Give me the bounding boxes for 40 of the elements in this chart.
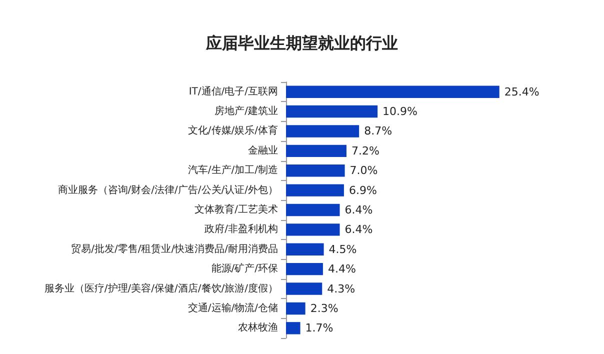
y-tick-label: 房地产/建筑业 (214, 105, 278, 118)
chart-title: 应届毕业生期望就业的行业 (205, 34, 398, 52)
data-label: 4.5% (328, 242, 357, 256)
y-tick-label: 汽车/生产/加工/制造 (188, 164, 278, 176)
y-tick-label: 农林牧渔 (238, 322, 278, 334)
y-tick-label: 政府/非盈利机构 (204, 223, 278, 236)
bar (286, 302, 306, 315)
data-label: 6.4% (344, 223, 373, 236)
bar (286, 282, 322, 295)
bar (286, 224, 340, 236)
data-label: 2.3% (310, 302, 338, 315)
data-label: 8.7% (364, 124, 392, 138)
y-tick-label: 金融业 (248, 144, 278, 156)
y-tick-label: 能源/矿产/环保 (211, 262, 278, 275)
bar (286, 164, 345, 177)
bar (286, 322, 300, 334)
bar (286, 144, 346, 158)
bar (286, 243, 324, 256)
data-label: 7.0% (350, 164, 378, 178)
y-tick-label: IT/通信/电子/互联网 (188, 85, 278, 98)
y-tick-label: 文化/传媒/娱乐/体育 (188, 124, 278, 137)
data-label: 25.4% (504, 85, 540, 98)
bar (286, 262, 323, 276)
data-label: 6.4% (344, 204, 373, 216)
y-tick-label: 交通/运输/物流/仓储 (188, 302, 278, 314)
y-tick-label: 商业服务（咨询/财会/法律/广告/公关/认证/外包） (58, 184, 278, 196)
bar (286, 204, 340, 216)
bar (286, 184, 344, 196)
y-tick-label: 文体教育/工艺美术 (194, 204, 278, 216)
y-tick-label: 贸易/批发/零售/租赁业/快速消费品/耐用消费品 (71, 242, 278, 255)
bar (286, 105, 378, 118)
data-label: 1.7% (305, 322, 334, 335)
data-label: 7.2% (351, 144, 380, 158)
data-label: 10.9% (382, 105, 418, 118)
bar (286, 86, 500, 98)
bar (286, 125, 360, 138)
data-label: 6.9% (348, 184, 377, 197)
data-label: 4.3% (327, 282, 356, 296)
y-tick-label: 服务业（医疗/护理/美容/保健/酒店/餐饮/旅游/度假） (44, 282, 278, 294)
data-label: 4.4% (328, 262, 356, 276)
